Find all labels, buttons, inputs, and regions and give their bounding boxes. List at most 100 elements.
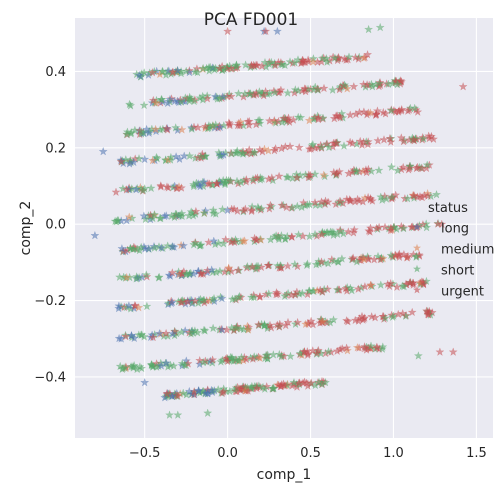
data-point-short <box>227 323 237 332</box>
data-point-urgent <box>224 118 234 127</box>
data-point-short <box>157 66 167 76</box>
data-point-short <box>364 24 374 34</box>
legend-label-short: short <box>441 264 474 279</box>
data-point-short <box>115 272 125 281</box>
data-point-urgent <box>354 54 363 63</box>
data-point-short <box>260 384 270 393</box>
data-point-urgent <box>261 26 271 36</box>
data-point-medium <box>122 272 132 282</box>
data-point-urgent <box>360 282 370 291</box>
data-point-short <box>118 363 128 373</box>
data-point-urgent <box>226 237 236 247</box>
data-point-urgent <box>398 308 408 318</box>
data-point-short <box>332 285 342 294</box>
data-point-medium <box>319 170 329 179</box>
data-point-long <box>156 243 166 252</box>
data-point-urgent <box>329 167 339 177</box>
data-point-long <box>170 96 180 106</box>
data-point-short <box>230 294 240 303</box>
data-point-short <box>225 176 235 185</box>
data-point-medium <box>308 57 318 66</box>
data-point-urgent <box>308 320 318 329</box>
data-point-urgent <box>221 235 231 244</box>
data-point-urgent <box>335 196 345 205</box>
data-point-urgent <box>252 383 262 393</box>
data-point-short <box>324 142 334 152</box>
data-point-urgent <box>367 312 377 321</box>
data-point-urgent <box>265 200 275 210</box>
data-point-long <box>207 265 217 274</box>
data-point-urgent <box>196 268 206 278</box>
data-point-short <box>325 318 335 327</box>
data-point-short <box>297 202 307 212</box>
data-point-urgent <box>407 307 417 317</box>
data-point-urgent <box>306 144 316 153</box>
data-point-urgent <box>358 315 368 324</box>
data-point-urgent <box>419 190 429 200</box>
data-point-urgent <box>244 145 254 154</box>
data-point-urgent <box>303 55 313 64</box>
data-point-medium <box>238 236 248 246</box>
data-point-urgent <box>176 297 186 307</box>
data-point-urgent <box>317 197 326 206</box>
legend-marker-long <box>413 222 421 231</box>
data-point-short <box>219 239 228 248</box>
data-point-short <box>422 160 432 169</box>
data-point-urgent <box>299 198 308 207</box>
data-point-short <box>154 272 164 282</box>
data-point-short <box>308 139 318 149</box>
data-point-short <box>280 291 290 300</box>
data-point-urgent <box>293 317 303 327</box>
data-point-short <box>270 88 280 97</box>
data-point-urgent <box>284 117 294 126</box>
data-point-short <box>131 274 141 283</box>
data-point-short <box>215 93 225 103</box>
data-point-urgent <box>183 297 193 306</box>
data-point-urgent <box>286 290 296 299</box>
data-point-short <box>403 194 412 203</box>
data-point-short <box>277 117 287 127</box>
data-point-urgent <box>300 84 310 93</box>
data-point-short <box>234 293 244 302</box>
data-point-short <box>268 350 278 359</box>
data-point-short <box>130 125 140 135</box>
data-point-long <box>209 236 219 245</box>
data-point-urgent <box>413 192 423 201</box>
data-point-medium <box>134 303 144 312</box>
plot-area-background <box>75 18 493 438</box>
data-point-urgent <box>331 111 341 120</box>
data-point-short <box>322 228 331 237</box>
data-point-urgent <box>398 162 408 172</box>
data-point-short <box>377 195 387 204</box>
data-point-urgent <box>349 228 358 237</box>
data-point-urgent <box>391 190 401 199</box>
data-point-urgent <box>281 320 291 330</box>
data-points <box>90 22 468 419</box>
data-point-short <box>392 79 402 89</box>
data-point-short <box>339 141 349 150</box>
y-tick-label: 0.2 <box>45 141 66 156</box>
data-point-urgent <box>265 320 275 330</box>
data-point-urgent <box>147 68 157 77</box>
data-point-short <box>189 240 199 249</box>
data-point-short <box>198 95 208 104</box>
data-point-short <box>419 134 428 143</box>
data-point-medium <box>255 353 265 362</box>
data-point-short <box>264 59 274 68</box>
data-point-urgent <box>371 110 381 120</box>
data-point-urgent <box>271 144 281 153</box>
data-point-short <box>136 127 146 136</box>
data-point-short <box>196 240 206 249</box>
data-point-long <box>161 211 171 220</box>
data-point-medium <box>177 125 187 134</box>
data-point-urgent <box>405 163 415 173</box>
data-point-urgent <box>247 262 257 271</box>
data-point-urgent <box>193 122 203 132</box>
data-point-short <box>173 410 183 419</box>
data-point-urgent <box>359 137 369 146</box>
data-point-urgent <box>223 26 233 36</box>
data-point-short <box>215 266 225 275</box>
data-point-urgent <box>298 378 308 387</box>
data-point-urgent <box>290 88 299 97</box>
data-point-urgent <box>233 382 243 392</box>
